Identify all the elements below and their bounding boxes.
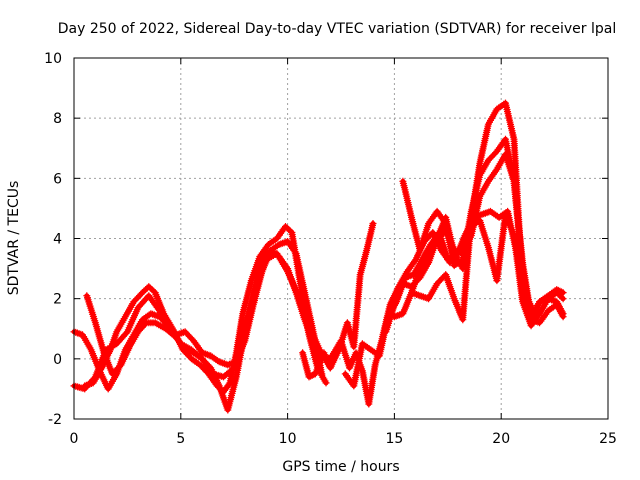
y-tick-label: 10 <box>44 51 62 67</box>
y-tick-label: -2 <box>48 412 62 428</box>
y-tick-label: 4 <box>53 232 62 248</box>
series-pass-11 <box>408 150 567 327</box>
y-tick-label: 8 <box>53 111 62 127</box>
x-tick-label: 10 <box>279 431 297 447</box>
x-tick-label: 0 <box>70 431 79 447</box>
x-tick-label: 5 <box>176 431 185 447</box>
series-layer <box>70 99 567 414</box>
y-tick-label: 2 <box>53 292 62 308</box>
axis-ticks: 0 5 10 15 20 25 -2 0 2 4 6 8 10 <box>44 51 617 447</box>
x-tick-label: 20 <box>492 431 510 447</box>
x-tick-label: 15 <box>385 431 403 447</box>
y-axis-label: SDTVAR / TECUs <box>6 181 22 296</box>
x-axis-label: GPS time / hours <box>282 459 399 475</box>
x-tick-label: 25 <box>599 431 617 447</box>
series-markers <box>299 220 377 381</box>
series-pass-5 <box>299 220 377 381</box>
y-tick-label: 6 <box>53 171 62 187</box>
chart-title: Day 250 of 2022, Sidereal Day-to-day VTE… <box>58 21 616 37</box>
y-tick-label: 0 <box>53 352 62 368</box>
series-markers <box>408 150 567 327</box>
grid <box>74 58 608 419</box>
